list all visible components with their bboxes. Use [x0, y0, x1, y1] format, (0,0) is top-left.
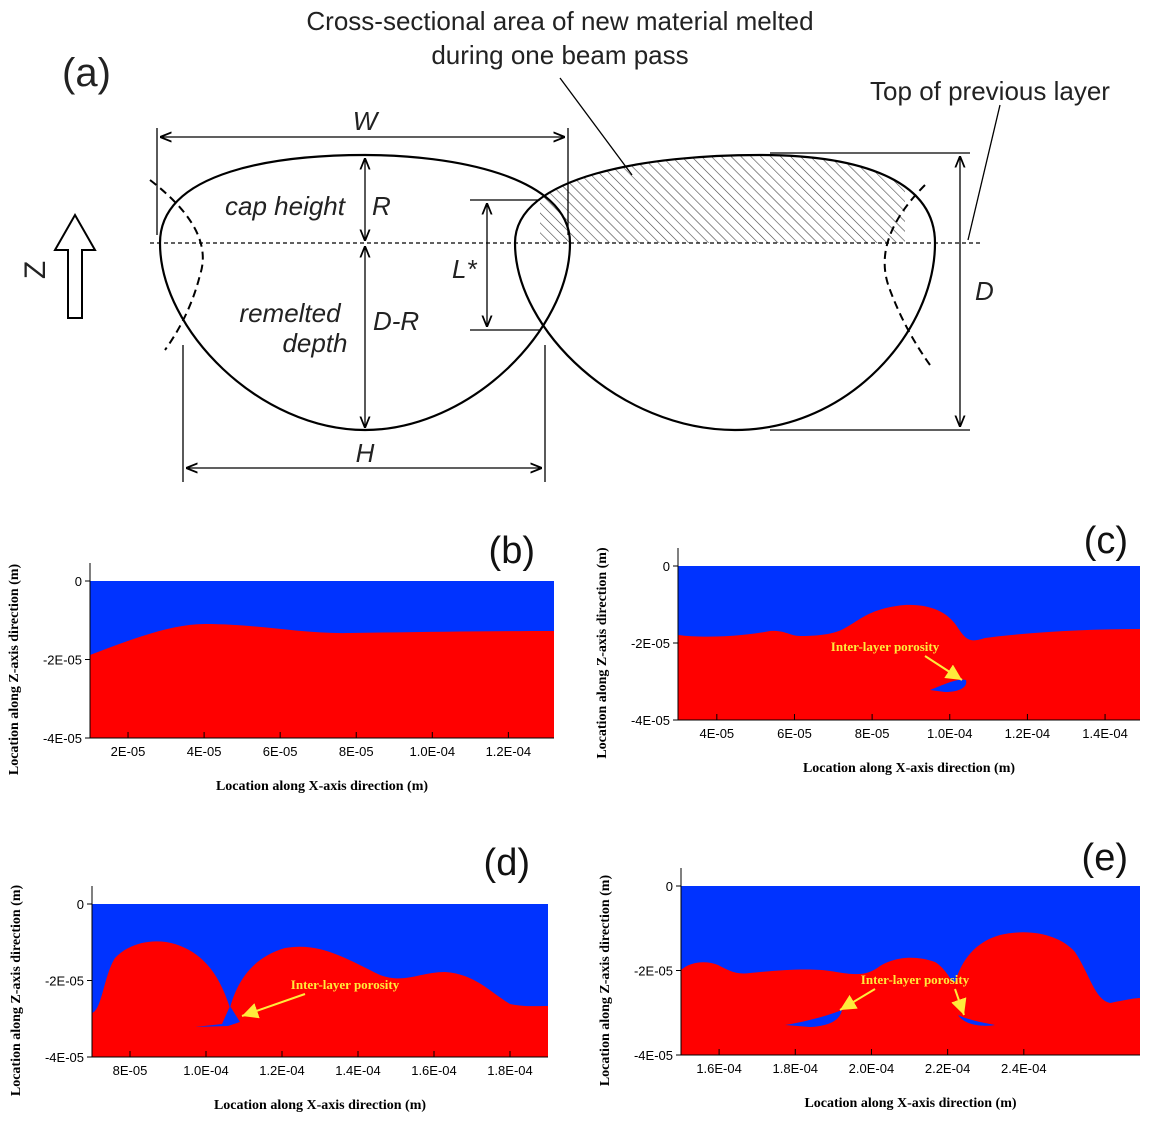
x-tick-label: 6E-05	[777, 726, 812, 741]
x-tick-label: 1.4E-04	[1082, 726, 1128, 741]
label: depth	[282, 328, 347, 358]
x-tick-label: 1.2E-04	[486, 744, 532, 759]
y-tick-label: -4E-05	[631, 713, 670, 728]
y-axis-title: Location along Z-axis direction (m)	[595, 547, 610, 759]
y-tick-label: -4E-05	[45, 1050, 84, 1065]
dashed-boundary	[149, 179, 204, 351]
y-tick-label: 0	[663, 559, 670, 574]
contour-c	[678, 566, 1140, 720]
label: cap height	[225, 191, 347, 221]
caption: during one beam pass	[431, 40, 688, 70]
x-tick-label: 1.2E-04	[259, 1063, 305, 1078]
y-tick-label: -4E-05	[634, 1048, 673, 1063]
diagram-a	[53, 77, 1001, 482]
label: D	[975, 276, 994, 306]
annotation: Inter-layer porosity	[831, 639, 940, 654]
x-tick-label: 1.8E-04	[773, 1061, 819, 1076]
label: R	[372, 191, 391, 221]
left-pool	[158, 153, 572, 432]
x-tick-label: 1.4E-04	[335, 1063, 381, 1078]
y-tick-label: -2E-05	[634, 964, 673, 979]
x-tick-label: 4E-05	[699, 726, 734, 741]
annotation-arrow	[839, 988, 876, 1011]
x-tick-label: 1.0E-04	[410, 744, 456, 759]
dimensions	[156, 77, 1001, 482]
plot-panel: 2E-05 4E-05 6E-05 8E-05 1.0E-04 1.2E-04 0 -2E-0…	[7, 530, 554, 794]
y-axis-title: Location along Z-axis direction (m)	[598, 875, 613, 1087]
x-tick-label: 1.6E-04	[696, 1061, 742, 1076]
caption: Cross-sectional area of new material mel…	[306, 6, 813, 36]
x-axis-title: Location along X-axis direction (m)	[804, 1096, 1016, 1111]
x-axis-title: Location along X-axis direction (m)	[216, 779, 428, 794]
y-tick-label: -2E-05	[45, 974, 84, 989]
x-tick-label: 6E-05	[263, 744, 298, 759]
y-tick-label: -2E-05	[43, 653, 82, 668]
x-tick-label: 8E-05	[113, 1063, 148, 1078]
diagram-labels: (a) Cross-sectional area of new material…	[19, 6, 1110, 468]
label: W	[353, 106, 380, 136]
panel-label: (e)	[1082, 837, 1128, 879]
z-arrow	[53, 212, 97, 319]
label: Top of previous layer	[870, 76, 1110, 106]
x-tick-label: 8E-05	[339, 744, 374, 759]
contour-e	[681, 886, 1140, 1055]
panel-label: (c)	[1084, 520, 1128, 562]
plot-panel: 8E-05 1.0E-04 1.2E-04 1.4E-04 1.6E-04 1.8E-04…	[9, 842, 548, 1113]
annotation: Inter-layer porosity	[291, 977, 400, 992]
right-pool	[513, 153, 937, 432]
contour-b	[90, 581, 554, 738]
label: H	[356, 438, 375, 468]
y-tick-label: 0	[77, 897, 84, 912]
annotation-arrow	[951, 988, 967, 1016]
x-tick-label: 1.2E-04	[1005, 726, 1051, 741]
x-tick-label: 8E-05	[855, 726, 890, 741]
y-axis-title: Location along Z-axis direction (m)	[9, 885, 24, 1097]
x-tick-label: 2E-05	[111, 744, 146, 759]
panel-label: (d)	[484, 842, 530, 884]
label: D-R	[373, 306, 419, 336]
plot-panel: 4E-05 6E-05 8E-05 1.0E-04 1.2E-04 1.4E-04 0 -2E…	[595, 520, 1140, 776]
label: L*	[452, 254, 477, 284]
x-tick-label: 2.0E-04	[849, 1061, 895, 1076]
panel-label: (a)	[62, 51, 111, 95]
x-tick-label: 1.8E-04	[487, 1063, 533, 1078]
plot-panel: 1.6E-04 1.8E-04 2.0E-04 2.2E-04 2.4E-04 0 -2E-…	[598, 837, 1140, 1111]
dashed-boundary	[883, 184, 931, 366]
x-axis-title: Location along X-axis direction (m)	[803, 761, 1015, 776]
x-tick-label: 1.0E-04	[927, 726, 973, 741]
y-tick-label: -2E-05	[631, 636, 670, 651]
x-tick-label: 2.2E-04	[925, 1061, 971, 1076]
annotation: Inter-layer porosity	[861, 972, 970, 987]
y-tick-label: 0	[666, 879, 673, 894]
y-tick-label: 0	[75, 574, 82, 589]
x-axis-title: Location along X-axis direction (m)	[214, 1098, 426, 1113]
panel-label: (b)	[489, 530, 535, 572]
label: remelted	[239, 298, 342, 328]
contour-d	[92, 904, 548, 1057]
y-tick-label: -4E-05	[43, 731, 82, 746]
x-tick-label: 2.4E-04	[1001, 1061, 1047, 1076]
annotation-arrow	[924, 655, 963, 681]
annotation-arrow	[241, 993, 306, 1019]
label: Z	[19, 261, 52, 279]
x-tick-label: 1.6E-04	[411, 1063, 457, 1078]
x-tick-label: 4E-05	[187, 744, 222, 759]
y-axis-title: Location along Z-axis direction (m)	[7, 564, 22, 776]
x-tick-label: 1.0E-04	[183, 1063, 229, 1078]
